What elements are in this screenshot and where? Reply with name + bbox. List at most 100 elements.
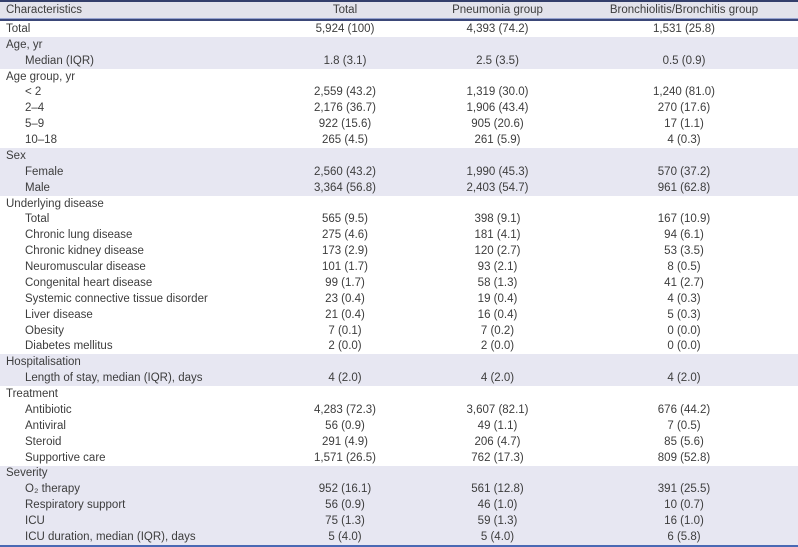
row-label: Respiratory support [25, 499, 126, 512]
table-row: Supportive care 1,571 (26.5) 762 (17.3) 809… [0, 449, 798, 466]
section-row: Treatment [0, 386, 798, 402]
cell-value: 56 (0.9) [325, 419, 365, 432]
cell-value: 0 (0.0) [667, 324, 701, 337]
table-row: Diabetes mellitus 2 (0.0) 2 (0.0) 0 (0.0) [0, 338, 798, 355]
cell-value: 265 (4.5) [321, 134, 369, 147]
table-row: Antiviral 56 (0.9) 49 (1.1) 7 (0.5) [0, 417, 798, 434]
table-row: ICU duration, median (IQR), days 5 (4.0) 5… [0, 529, 798, 545]
table-row: Congenital heart disease 99 (1.7) 58 (1.3)… [0, 275, 798, 291]
cell-value: 561 (12.8) [471, 483, 524, 496]
header-rule [0, 18, 798, 21]
table-row: Chronic lung disease 275 (4.6) 181 (4.1) 94… [0, 227, 798, 244]
cell-value: 270 (17.6) [657, 102, 711, 115]
table-row: Median (IQR) 1.8 (3.1) 2.5 (3.5) 0.5 (0.9) [0, 52, 798, 69]
cell-value: 905 (20.6) [471, 118, 524, 131]
cell-value: 53 (3.5) [664, 245, 704, 258]
row-label: Steroid [25, 435, 62, 448]
row-label: Antiviral [25, 419, 66, 432]
cell-value: 5,924 (100) [315, 22, 375, 35]
cell-value: 7 (0.5) [667, 419, 701, 432]
section-row: Sex [0, 148, 798, 164]
row-label: Age group, yr [6, 70, 76, 83]
table-row: Respiratory support 56 (0.9) 46 (1.0) 10 (0… [0, 497, 798, 514]
cell-value: 291 (4.9) [321, 435, 369, 448]
cell-value: 2,176 (36.7) [313, 102, 376, 115]
cell-value: 181 (4.1) [474, 229, 521, 242]
cell-value: 46 (1.0) [477, 499, 518, 512]
table-header-row: Characteristics Total Pneumonia group Br… [0, 2, 798, 18]
table-row: Chronic kidney disease 173 (2.9) 120 (2.7)… [0, 243, 798, 260]
cell-value: 961 (62.8) [657, 181, 711, 194]
table-row: Female 2,560 (43.2) 1,990 (45.3) 570 (37.2) [0, 163, 798, 180]
table-row: Total 5,924 (100) 4,393 (74.2) 1,531 (25.8) [0, 21, 798, 37]
cell-value: 4 (0.3) [667, 134, 701, 147]
table-row: Steroid 291 (4.9) 206 (4.7) 85 (5.6) [0, 433, 798, 450]
cell-value: 21 (0.4) [325, 308, 365, 321]
cell-value: 570 (37.2) [657, 165, 711, 178]
row-label: Length of stay, median (IQR), days [25, 372, 203, 385]
row-label: Supportive care [25, 451, 106, 464]
cell-value: 49 (1.1) [477, 419, 518, 432]
cell-value: 762 (17.3) [471, 451, 524, 464]
cell-value: 4 (2.0) [667, 372, 701, 385]
row-label: Total [6, 22, 31, 35]
cell-value: 1,531 (25.8) [652, 22, 715, 35]
cell-value: 41 (2.7) [664, 276, 704, 289]
table-row: Total 565 (9.5) 398 (9.1) 167 (10.9) [0, 211, 798, 228]
cell-value: 23 (0.4) [325, 292, 365, 305]
row-label: 5–9 [25, 118, 45, 131]
cell-value: 7 (0.2) [480, 324, 515, 337]
cell-value: 1.8 (3.1) [323, 54, 367, 67]
cell-value: 6 (5.8) [667, 530, 701, 543]
row-label: Age, yr [6, 38, 43, 51]
cell-value: 56 (0.9) [325, 499, 365, 512]
row-label: 2–4 [25, 102, 45, 115]
cell-value: 676 (44.2) [657, 403, 711, 416]
table-row: 10–18 265 (4.5) 261 (5.9) 4 (0.3) [0, 132, 798, 148]
row-label: Median (IQR) [25, 54, 95, 67]
cell-value: 85 (5.6) [664, 435, 704, 448]
cell-value: 922 (15.6) [318, 118, 372, 131]
cell-value: 261 (5.9) [474, 134, 521, 147]
row-label: Congenital heart disease [25, 276, 153, 289]
cell-value: 3,607 (82.1) [466, 403, 529, 416]
cell-value: 75 (1.3) [325, 515, 365, 528]
row-label: Systemic connective tissue disorder [25, 292, 208, 305]
column-header-pneumonia-group: Pneumonia group [452, 4, 543, 16]
cell-value: 4 (0.3) [667, 292, 701, 305]
cell-value: 2.5 (3.5) [476, 54, 519, 67]
cell-value: 5 (0.3) [667, 308, 701, 321]
cell-value: 2 (0.0) [328, 340, 362, 353]
cell-value: 1,240 (81.0) [652, 86, 715, 99]
cell-value: 1,571 (26.5) [313, 451, 376, 464]
cell-value: 5 (4.0) [480, 530, 515, 543]
cell-value: 167 (10.9) [657, 213, 711, 226]
cell-value: 19 (0.4) [477, 292, 518, 305]
cell-value: 1,990 (45.3) [466, 165, 529, 178]
table-row: Liver disease 21 (0.4) 16 (0.4) 5 (0.3) [0, 306, 798, 323]
section-row: Severity [0, 465, 798, 482]
cell-value: 58 (1.3) [477, 276, 518, 289]
cell-value: 173 (2.9) [321, 245, 369, 258]
cell-value: 4,393 (74.2) [466, 22, 529, 35]
row-label: Sex [6, 149, 26, 162]
row-label: Underlying disease [6, 197, 104, 210]
cell-value: 391 (25.5) [657, 483, 711, 496]
cell-value: 10 (0.7) [664, 499, 704, 512]
cell-value: 952 (16.1) [318, 483, 372, 496]
row-label: Diabetes mellitus [25, 340, 113, 353]
row-label: ICU duration, median (IQR), days [25, 530, 196, 543]
row-label: ICU [25, 515, 45, 528]
table-row: O₂ therapy 952 (16.1) 561 (12.8) 391 (25.5) [0, 481, 798, 498]
cell-value: 2,559 (43.2) [313, 86, 376, 99]
cell-value: 4 (2.0) [480, 372, 515, 385]
table-row: < 2 2,559 (43.2) 1,319 (30.0) 1,240 (81.0) [0, 84, 798, 101]
cell-value: 93 (2.1) [477, 261, 518, 274]
cell-value: 398 (9.1) [474, 213, 521, 226]
cell-value: 101 (1.7) [321, 261, 369, 274]
table-row: Antibiotic 4,283 (72.3) 3,607 (82.1) 676 (4… [0, 402, 798, 418]
row-label: Female [25, 165, 64, 178]
cell-value: 17 (1.1) [664, 118, 704, 131]
table-row: 2–4 2,176 (36.7) 1,906 (43.4) 270 (17.6) [0, 100, 798, 117]
column-header-characteristics: Characteristics [6, 4, 83, 16]
